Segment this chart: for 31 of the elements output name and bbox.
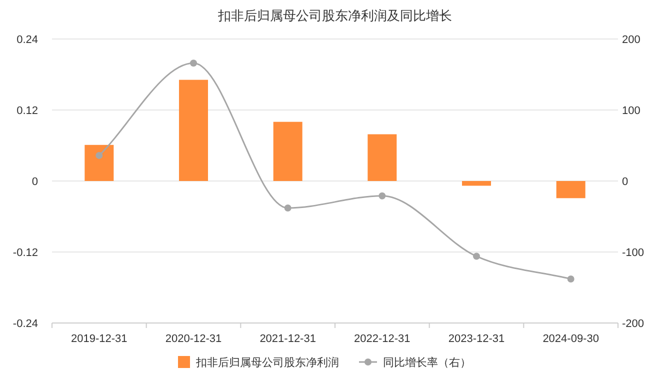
x-tick-label: 2023-12-31 [448,333,505,345]
x-tick-label: 2024-09-30 [542,333,599,345]
chart-title: 扣非后归属母公司股东净利润及同比增长 [217,8,452,23]
y-tick-label: 0 [32,176,38,188]
y-tick-label: 0.12 [16,105,38,117]
bar [556,181,586,198]
x-tick-label: 2019-12-31 [71,333,128,345]
y-tick-label: -0.12 [12,247,38,259]
bar [179,80,208,181]
bar [84,144,114,181]
bar [273,122,302,181]
x-tick-label: 2020-12-31 [165,333,222,345]
y-tick-label: 0.24 [16,34,38,46]
y2-tick-label: 100 [622,105,640,117]
y2-tick-label: -100 [622,247,644,259]
y2-tick-label: 200 [622,34,640,46]
x-tick-label: 2021-12-31 [260,333,316,345]
point [190,60,197,67]
y2-tick-label: 0 [622,176,628,188]
point [567,275,574,282]
legend-label: 同比增长率（右） [383,356,471,369]
bar [462,181,491,186]
point [473,252,480,260]
point [96,152,103,159]
x-tick-label: 2022-12-31 [354,333,410,345]
legend-label: 扣非后归属母公司股东净利润 [195,356,339,369]
point [284,204,292,212]
point [378,192,386,200]
y2-tick-label: -200 [622,318,644,330]
y-tick-label: -0.24 [12,318,38,330]
bar [368,134,397,181]
